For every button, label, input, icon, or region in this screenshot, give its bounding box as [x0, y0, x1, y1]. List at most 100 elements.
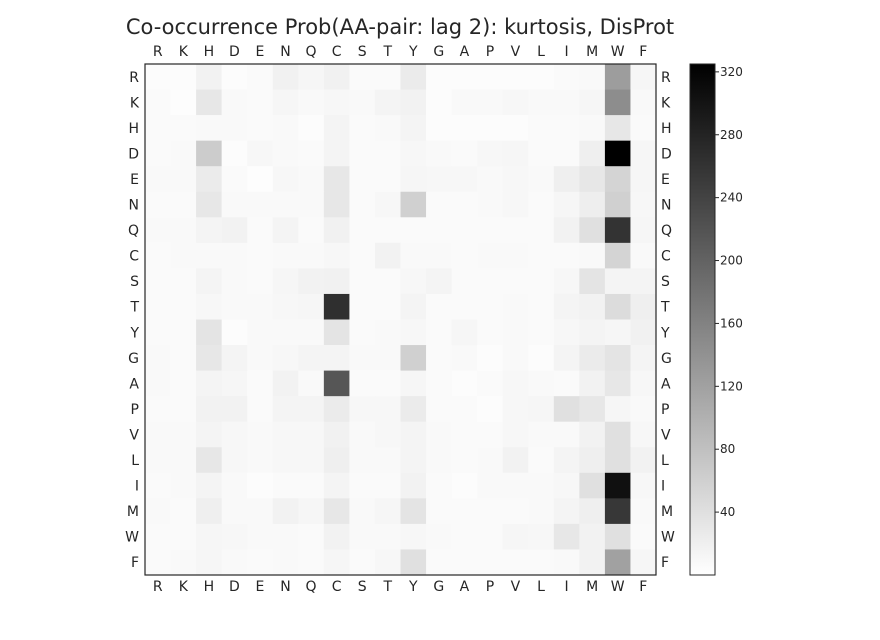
y-tick-label-right-P: P — [661, 402, 669, 418]
plot-frame — [144, 63, 657, 576]
heatmap-cell-T-V — [502, 293, 529, 320]
heatmap-cell-E-Y — [400, 166, 427, 193]
heatmap-cell-G-V — [502, 345, 529, 372]
heatmap-cell-P-Q — [298, 396, 325, 423]
heatmap-cell-V-H — [196, 421, 223, 448]
x-tick-label-top-G: G — [433, 44, 444, 60]
heatmap-cell-Q-T — [374, 217, 401, 244]
heatmap-cell-F-C — [323, 549, 350, 576]
heatmap-cell-P-F — [630, 396, 657, 423]
y-tick-label-right-D: D — [661, 146, 672, 162]
heatmap-cell-P-V — [502, 396, 529, 423]
x-tick-label-top-S: S — [358, 44, 367, 60]
heatmap-cell-N-R — [145, 191, 172, 218]
heatmap-cell-I-V — [502, 472, 529, 499]
heatmap-cell-S-R — [145, 268, 172, 295]
heatmap-cell-N-K — [170, 191, 197, 218]
heatmap-cell-T-C — [323, 293, 350, 320]
heatmap-cell-A-E — [247, 370, 274, 397]
heatmap-cell-T-D — [221, 293, 248, 320]
y-tick-label-right-T: T — [660, 300, 670, 316]
heatmap-cell-P-K — [170, 396, 197, 423]
heatmap-cell-K-D — [221, 89, 248, 116]
heatmap-cell-D-Q — [298, 140, 325, 167]
heatmap-cell-Y-S — [349, 319, 376, 346]
x-tick-label-top-C: C — [332, 44, 342, 60]
heatmap-cell-G-C — [323, 345, 350, 372]
heatmap-cell-H-T — [374, 115, 401, 142]
colorbar-tick-label-120: 120 — [720, 379, 743, 393]
heatmap-cell-Y-T — [374, 319, 401, 346]
x-tick-label-top-D: D — [229, 44, 240, 60]
x-tick-label-bottom-V: V — [511, 579, 521, 595]
heatmap-cell-T-P — [477, 293, 504, 320]
heatmap-cell-N-A — [451, 191, 478, 218]
heatmap-cell-K-S — [349, 89, 376, 116]
heatmap-cell-M-P — [477, 498, 504, 525]
y-tick-label-right-L: L — [661, 453, 669, 469]
x-tick-label-bottom-W: W — [611, 579, 625, 595]
heatmap-cell-D-V — [502, 140, 529, 167]
heatmap-cell-V-E — [247, 421, 274, 448]
y-tick-label-left-I: I — [135, 479, 139, 495]
heatmap-cell-E-G — [426, 166, 453, 193]
y-tick-label-right-Q: Q — [661, 223, 672, 239]
heatmap-cell-Q-D — [221, 217, 248, 244]
heatmap-cell-R-Q — [298, 64, 325, 91]
heatmap-cell-Y-A — [451, 319, 478, 346]
heatmap-cell-P-T — [374, 396, 401, 423]
y-tick-label-left-Q: Q — [128, 223, 139, 239]
heatmap-cell-L-H — [196, 447, 223, 474]
y-tick-label-right-I: I — [661, 479, 665, 495]
heatmap-cell-H-L — [528, 115, 555, 142]
heatmap-cell-P-I — [553, 396, 580, 423]
heatmap-cell-E-T — [374, 166, 401, 193]
heatmap-cell-T-Q — [298, 293, 325, 320]
heatmap-cell-F-P — [477, 549, 504, 576]
heatmap-cell-K-W — [604, 89, 631, 116]
heatmap-cell-K-P — [477, 89, 504, 116]
heatmap-cell-L-I — [553, 447, 580, 474]
heatmap-cell-S-Y — [400, 268, 427, 295]
heatmap-cell-A-P — [477, 370, 504, 397]
heatmap-cell-W-G — [426, 523, 453, 550]
heatmap-cell-G-L — [528, 345, 555, 372]
heatmap-cell-V-Q — [298, 421, 325, 448]
colorbar-tick-label-80: 80 — [720, 442, 735, 456]
heatmap-cell-Y-C — [323, 319, 350, 346]
heatmap-cell-S-I — [553, 268, 580, 295]
heatmap-cell-Y-K — [170, 319, 197, 346]
heatmap-cell-W-P — [477, 523, 504, 550]
x-tick-label-bottom-I: I — [565, 579, 569, 595]
heatmap-cell-R-F — [630, 64, 657, 91]
heatmap-cell-C-N — [272, 242, 299, 269]
x-tick-label-bottom-T: T — [382, 579, 392, 595]
x-tick-label-top-Q: Q — [306, 44, 317, 60]
heatmap-cell-D-N — [272, 140, 299, 167]
heatmap-cell-L-M — [579, 447, 606, 474]
heatmap-cell-P-E — [247, 396, 274, 423]
heatmap-cell-R-T — [374, 64, 401, 91]
heatmap-cell-H-E — [247, 115, 274, 142]
colorbar — [689, 63, 716, 576]
heatmap-cell-I-H — [196, 472, 223, 499]
heatmap-cell-V-T — [374, 421, 401, 448]
heatmap-cell-V-F — [630, 421, 657, 448]
heatmap-cell-F-L — [528, 549, 555, 576]
heatmap-cell-A-Q — [298, 370, 325, 397]
x-tick-label-top-N: N — [280, 44, 290, 60]
heatmap-cell-Y-G — [426, 319, 453, 346]
colorbar-ticks: 40 80 120 160 200 240 280 320 — [715, 65, 743, 519]
heatmap-cell-N-F — [630, 191, 657, 218]
heatmap-cell-E-R — [145, 166, 172, 193]
heatmap-cell-P-C — [323, 396, 350, 423]
heatmap-cells — [145, 64, 657, 576]
heatmap-cell-G-Q — [298, 345, 325, 372]
heatmap-cell-F-F — [630, 549, 657, 576]
heatmap-cell-A-V — [502, 370, 529, 397]
heatmap-cell-Q-A — [451, 217, 478, 244]
heatmap-cell-D-S — [349, 140, 376, 167]
